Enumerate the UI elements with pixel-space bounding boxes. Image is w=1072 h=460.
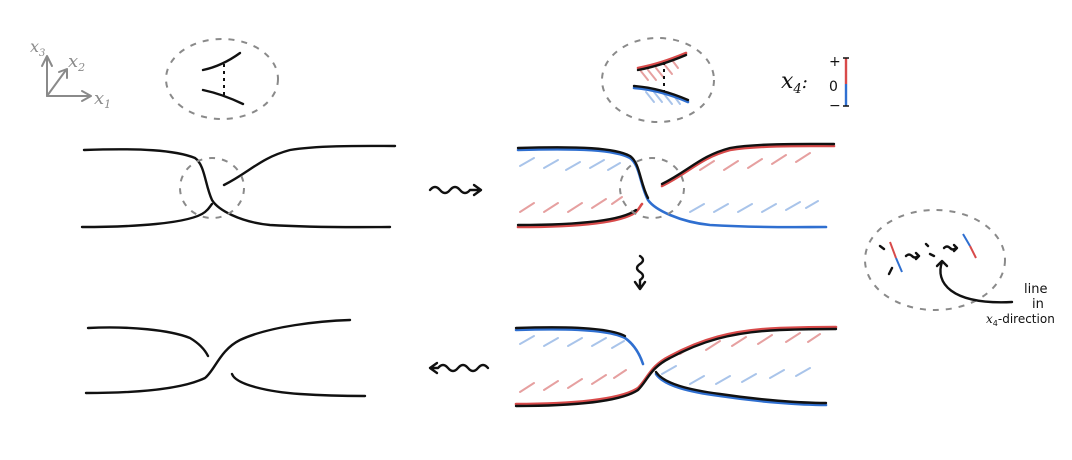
strand-right-upper <box>222 144 397 187</box>
axis-triad: x3 x2 x1 <box>30 37 111 111</box>
strand-left-lower <box>80 202 214 229</box>
annotation-line-1: line <box>1024 282 1047 297</box>
strand-left-upper-blue <box>514 327 645 366</box>
x4-legend: x4: + 0 − <box>781 54 849 114</box>
x3-arrowhead <box>41 55 53 67</box>
segment-1-red <box>889 241 897 259</box>
blue-hatch-left <box>519 335 625 349</box>
x1-arrowhead <box>81 90 92 102</box>
pointer-line <box>939 260 1014 304</box>
lower-strand <box>201 88 245 106</box>
x2-axis <box>46 69 67 97</box>
red-hatch <box>639 59 679 81</box>
crossing-top-right <box>516 142 836 229</box>
blue-hatch-left <box>519 157 621 171</box>
strand-right-upper-black <box>660 142 836 186</box>
x2-arrowhead <box>58 68 68 79</box>
legend-var: x4: <box>781 69 808 97</box>
squiggle-arrow-left <box>428 361 490 375</box>
blue-hatch <box>645 91 681 105</box>
small-arrows-1 <box>878 244 894 276</box>
crossing-bottom-right <box>514 325 838 408</box>
strand-over-black <box>514 327 838 408</box>
crossing-bottom-left <box>84 318 367 398</box>
tiny-squiggle-1 <box>904 251 921 261</box>
x1-label: x1 <box>94 88 111 111</box>
dashed-circle <box>601 37 715 123</box>
strand-right-lower-black <box>654 370 828 405</box>
dashed-circle <box>864 209 1006 311</box>
upper-strand <box>201 51 242 72</box>
red-hatch-right <box>699 152 811 171</box>
tiny-squiggle-2 <box>942 243 959 253</box>
legend-plus: + <box>829 54 841 70</box>
legend-zero: 0 <box>829 79 838 95</box>
strand-right-upper-red <box>660 144 836 188</box>
dashed-circle <box>619 157 685 219</box>
squiggle-arrow-down <box>633 254 647 291</box>
zoom-circle-right <box>864 209 1014 311</box>
dashed-circle <box>179 157 245 219</box>
crossing-top-left <box>80 144 397 229</box>
segment-1-blue <box>895 257 903 273</box>
dots-center <box>924 242 936 258</box>
strand-left-upper-black <box>514 326 627 338</box>
strand-over <box>84 318 352 395</box>
squiggle-arrow-right <box>428 183 483 197</box>
strand-left-lower-red <box>516 202 644 229</box>
upper-strand-black <box>636 53 688 72</box>
lower-strand-blue <box>632 86 690 104</box>
strand-left-lower-black <box>516 208 638 227</box>
strand-over-red <box>514 325 838 406</box>
segment-2-red <box>969 245 977 259</box>
legend-ticks <box>843 57 849 107</box>
strand-over-blue <box>516 147 828 229</box>
zoom-circle-top-right <box>601 37 715 123</box>
zoom-circle-top-left <box>165 38 279 120</box>
blue-hatch-right <box>689 200 819 213</box>
strand-over-black <box>516 146 650 200</box>
strand-right-lower-blue <box>654 372 828 407</box>
upper-strand-red <box>636 51 688 70</box>
red-hatch-left <box>519 196 623 213</box>
annotation-text: line in x4-direction <box>986 282 1055 328</box>
lower-strand-black <box>632 84 690 102</box>
legend-minus: − <box>829 98 841 114</box>
blue-hatch-right <box>661 365 811 385</box>
strand-right-lower <box>230 372 367 398</box>
strand-over <box>82 148 392 229</box>
red-hatch-left <box>519 369 627 393</box>
strand-left-upper <box>86 326 210 358</box>
x3-label: x3 <box>30 37 45 59</box>
x2-label: x2 <box>68 51 85 74</box>
segment-2-blue <box>962 233 971 247</box>
annotation-line-3: x4-direction <box>986 312 1055 328</box>
pointer-arrowhead <box>935 259 949 268</box>
dashed-circle <box>165 38 279 120</box>
annotation-line-2: in <box>1032 297 1044 312</box>
